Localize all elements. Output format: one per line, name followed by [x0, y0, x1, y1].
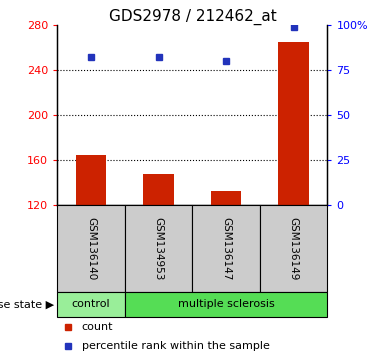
Text: GSM136147: GSM136147: [221, 217, 231, 280]
Bar: [125, 292, 327, 317]
Text: control: control: [72, 299, 110, 309]
Bar: [279, 42, 309, 205]
Text: GSM136149: GSM136149: [289, 217, 299, 280]
Bar: [192, 205, 260, 292]
Text: GSM136140: GSM136140: [86, 217, 96, 280]
Text: multiple sclerosis: multiple sclerosis: [178, 299, 275, 309]
Text: disease state ▶: disease state ▶: [0, 299, 54, 309]
Bar: [57, 292, 125, 317]
Bar: [260, 205, 327, 292]
Title: GDS2978 / 212462_at: GDS2978 / 212462_at: [108, 8, 276, 25]
Text: count: count: [82, 322, 113, 332]
Bar: [76, 155, 106, 205]
Bar: [211, 191, 241, 205]
Text: GSM134953: GSM134953: [154, 217, 164, 280]
Bar: [144, 174, 174, 205]
Text: percentile rank within the sample: percentile rank within the sample: [82, 341, 269, 351]
Bar: [125, 205, 192, 292]
Bar: [57, 205, 125, 292]
